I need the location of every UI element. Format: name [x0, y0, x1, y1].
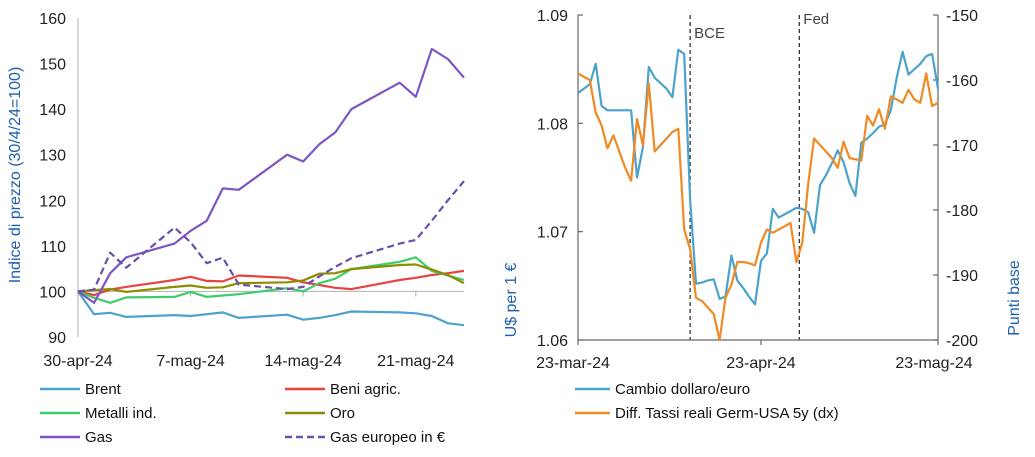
series-line-oro [77, 263, 465, 293]
right-right-tick-label: -170 [946, 138, 978, 155]
left-x-axis-ticks: 30-apr-24 7-mag-24 14-mag-24 21-mag-24 [43, 291, 455, 370]
left-x-tick-label: 7-mag-24 [156, 353, 225, 370]
left-y-axis-title: Indice di prezzo (30/4/24=100) [7, 67, 24, 284]
legend-label-diff-tassi-reali-germ-usa-5y-dx: Diff. Tassi reali Germ-USA 5y (dx) [615, 405, 839, 422]
series-line-diff-tassi-reali-germ-usa-5y-dx [577, 72, 939, 342]
legend-label-brent: Brent [85, 381, 122, 398]
right-x-tick-label: 23-apr-24 [726, 355, 795, 372]
left-legend: Brent Beni agric. Metalli ind. Oro Gas Gas eu… [40, 381, 446, 446]
right-left-tick-label: 1.09 [537, 8, 568, 25]
right-left-tick-label: 1.06 [537, 333, 568, 350]
left-y-tick-label: 120 [39, 193, 66, 210]
left-y-tick-label: 150 [39, 57, 66, 74]
left-y-tick-label: 130 [39, 148, 66, 165]
event-label-bce: BCE [694, 25, 725, 42]
left-x-tick-label: 30-apr-24 [43, 353, 112, 370]
legend-label-gas: Gas [85, 429, 113, 446]
series-line-gas [77, 47, 465, 304]
left-x-tick-label: 21-mag-24 [377, 353, 454, 370]
right-right-tick-label: -150 [946, 8, 978, 25]
right-right-axis-ticks: -200 -190 -180 -170 -160 -150 [933, 8, 978, 350]
series-line-gas-europeo-in [77, 180, 465, 293]
commodity-price-chart: 90 100 110 120 130 140 150 160 30-apr-24 7-mag-2… [7, 11, 465, 370]
right-x-tick-label: 23-mag-24 [895, 355, 972, 372]
right-right-tick-label: -180 [946, 203, 978, 220]
legend-label-cambio-dollaro-euro: Cambio dollaro/euro [615, 381, 750, 398]
legend-label-gas-europeo-in: Gas europeo in € [330, 429, 446, 446]
right-right-tick-label: -200 [946, 333, 978, 350]
legend-label-oro: Oro [330, 405, 355, 422]
right-left-axis-title: U$ per 1 € [503, 263, 520, 338]
right-right-tick-label: -190 [946, 268, 978, 285]
right-right-axis-title: Punti base [1006, 260, 1023, 336]
left-series-lines [77, 47, 465, 327]
series-line-cambio-dollaro-euro [577, 48, 940, 306]
series-line-beni-agric [77, 269, 465, 297]
right-x-axis-ticks: 23-mar-24 23-apr-24 23-mag-24 [536, 340, 973, 372]
left-y-tick-label: 160 [39, 11, 66, 28]
legend-label-beni-agric: Beni agric. [330, 381, 401, 398]
right-right-tick-label: -160 [946, 73, 978, 90]
left-y-tick-label: 90 [48, 330, 66, 347]
right-legend: Cambio dollaro/euro Diff. Tassi reali Ger… [575, 381, 839, 422]
series-line-brent [77, 290, 465, 327]
right-left-tick-label: 1.08 [537, 116, 568, 133]
left-y-tick-label: 100 [39, 284, 66, 301]
event-label-fed: Fed [803, 11, 829, 28]
right-left-tick-label: 1.07 [537, 225, 568, 242]
left-y-tick-label: 140 [39, 102, 66, 119]
left-y-tick-label: 110 [40, 239, 66, 256]
left-x-tick-label: 14-mag-24 [264, 353, 341, 370]
right-series-lines [577, 48, 940, 342]
legend-label-metalli-ind: Metalli ind. [85, 405, 157, 422]
left-y-axis-ticks: 90 100 110 120 130 140 150 160 [39, 11, 66, 347]
right-x-tick-label: 23-mar-24 [536, 355, 610, 372]
right-left-axis-ticks: 1.06 1.07 1.08 1.09 [537, 8, 583, 350]
